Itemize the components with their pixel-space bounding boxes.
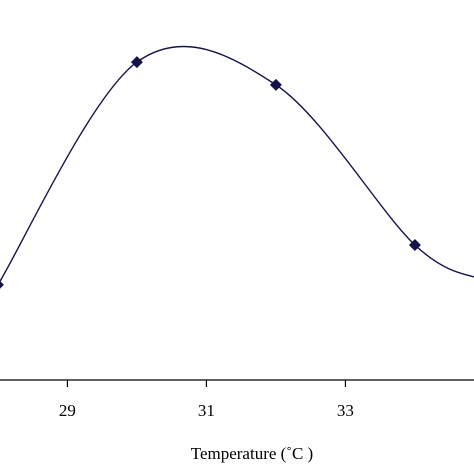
marker bbox=[408, 239, 421, 252]
x-tick-label: 33 bbox=[337, 401, 354, 420]
x-axis-label: Temperature (˚C ) bbox=[191, 444, 313, 463]
x-tick-label: 29 bbox=[59, 401, 76, 420]
marker bbox=[269, 78, 282, 91]
line bbox=[0, 45, 474, 283]
x-tick-label: 31 bbox=[198, 401, 215, 420]
marker bbox=[0, 280, 4, 289]
marker bbox=[130, 56, 143, 69]
